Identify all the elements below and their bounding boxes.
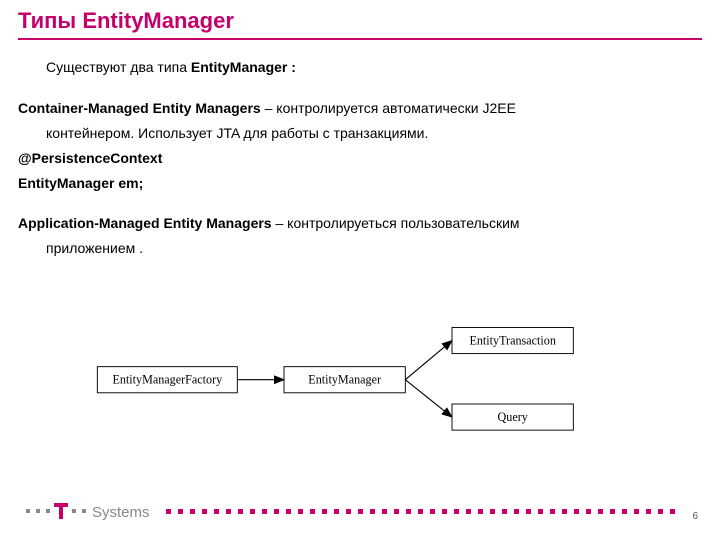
diagram-label-et: EntityTransaction xyxy=(469,334,555,348)
section1-line2: контейнером. Использует JTA для работы с… xyxy=(46,124,702,143)
section1-desc1: контролируется автоматически J2EE xyxy=(276,100,516,116)
page-number: 6 xyxy=(692,511,698,522)
footer: Systems 6 xyxy=(18,500,702,522)
slide-title: Типы EntityManager xyxy=(18,8,234,34)
section1-dash: – xyxy=(261,100,277,116)
intro-bold: EntityManager : xyxy=(191,59,296,75)
intro-line: Существуют два типа EntityManager : xyxy=(46,58,702,77)
title-underline xyxy=(18,38,702,40)
diagram-edge-em-q xyxy=(405,380,452,417)
section1-code2: EntityManager em; xyxy=(18,174,702,193)
entity-manager-diagram: EntityManagerFactory EntityManager EntityT… xyxy=(60,320,620,450)
section1-code1: @PersistenceContext xyxy=(18,149,702,168)
section2-heading: Application-Managed Entity Managers xyxy=(18,215,272,231)
section2-line1: Application-Managed Entity Managers – ко… xyxy=(18,214,702,233)
section1-heading: Container-Managed Entity Managers xyxy=(18,100,261,116)
section2-line2: приложением . xyxy=(46,239,702,258)
diagram-label-emf: EntityManagerFactory xyxy=(112,373,223,387)
diagram-edge-em-et xyxy=(405,341,452,380)
section2-desc1: контролируеться пользовательским xyxy=(287,215,519,231)
intro-prefix: Существуют два типа xyxy=(46,59,191,75)
brand-logo: Systems xyxy=(18,500,702,522)
section1-line1: Container-Managed Entity Managers – конт… xyxy=(18,99,702,118)
body-text: Существуют два типа EntityManager : Cont… xyxy=(18,58,702,264)
diagram-label-q: Query xyxy=(498,410,529,424)
svg-text:Systems: Systems xyxy=(92,504,150,521)
section2-dash: – xyxy=(272,215,288,231)
diagram-label-em: EntityManager xyxy=(308,373,381,387)
